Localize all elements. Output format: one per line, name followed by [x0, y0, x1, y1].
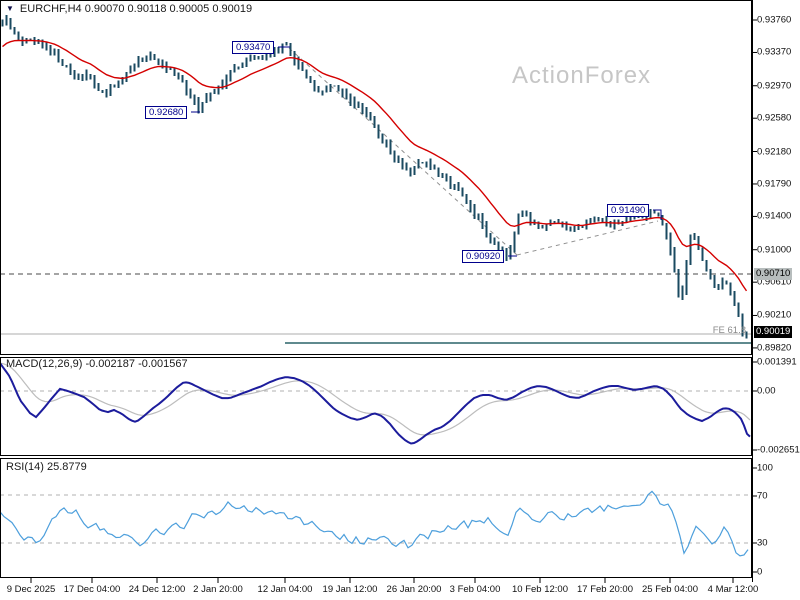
date-axis-label: 2 Jan 20:00 — [193, 584, 243, 595]
date-axis-label: 17 Feb 20:00 — [577, 584, 633, 595]
indicator-axis-label: 70 — [757, 490, 768, 502]
indicator-axis-label: 0 — [757, 566, 763, 578]
watermark: ActionForex — [512, 62, 652, 89]
indicator-axis-label: 0.001391 — [757, 356, 797, 368]
indicator-axis-label: 30 — [757, 537, 768, 549]
price-axis-label: 0.93370 — [757, 46, 792, 58]
price-axis-label: 0.91790 — [757, 178, 792, 190]
date-axis-label: 24 Dec 12:00 — [128, 584, 186, 595]
date-axis-label: 3 Feb 04:00 — [449, 584, 501, 595]
indicator-axis-label: 100 — [757, 462, 773, 474]
rsi-indicator-label: RSI(14) 25.8779 — [6, 461, 87, 473]
indicator-axis-label: -0.002651 — [757, 444, 800, 456]
level-price-label: 0.90710 — [754, 268, 793, 280]
date-axis-label: 12 Jan 04:00 — [257, 584, 313, 595]
price-axis-label: 0.91400 — [757, 210, 792, 222]
price-axis-label: 0.92580 — [757, 112, 792, 124]
price-axis-label: 0.92970 — [757, 80, 792, 92]
price-annotation: 0.90920 — [462, 250, 505, 263]
indicator-axis-label: 0.00 — [757, 385, 776, 397]
date-axis-label: 4 Mar 12:00 — [707, 584, 759, 595]
symbol-dropdown-icon[interactable]: ▼ — [6, 4, 14, 13]
price-annotation: 0.91490 — [607, 204, 650, 217]
price-axis-label: 0.90210 — [757, 309, 792, 321]
price-axis-label: 0.92180 — [757, 146, 792, 157]
chart-header: ▼ EURCHF,H4 0.90070 0.90118 0.90005 0.900… — [6, 3, 252, 15]
fib-extension-label: FE 61.8 — [712, 325, 746, 336]
macd-indicator-label: MACD(12,26,9) -0.002187 -0.001567 — [6, 358, 188, 370]
date-axis-label: 25 Feb 04:00 — [642, 584, 698, 595]
price-annotation: 0.93470 — [232, 41, 275, 54]
date-axis-label: 9 Dec 2025 — [6, 584, 56, 595]
date-axis-label: 17 Dec 04:00 — [63, 584, 121, 595]
price-annotation: 0.92680 — [145, 106, 188, 119]
current-price-label: 0.90019 — [754, 326, 793, 338]
date-axis-label: 19 Jan 12:00 — [322, 584, 378, 595]
date-axis-label: 10 Feb 12:00 — [512, 584, 568, 595]
price-axis-label: 0.93760 — [757, 14, 792, 26]
symbol-ohlc-readout: EURCHF,H4 0.90070 0.90118 0.90005 0.9001… — [19, 3, 253, 15]
date-axis-label: 26 Jan 20:00 — [386, 584, 442, 595]
price-axis-label: 0.89820 — [757, 342, 792, 354]
price-axis-label: 0.91000 — [757, 244, 792, 256]
price-axis-label: 0.90610 — [757, 276, 792, 288]
